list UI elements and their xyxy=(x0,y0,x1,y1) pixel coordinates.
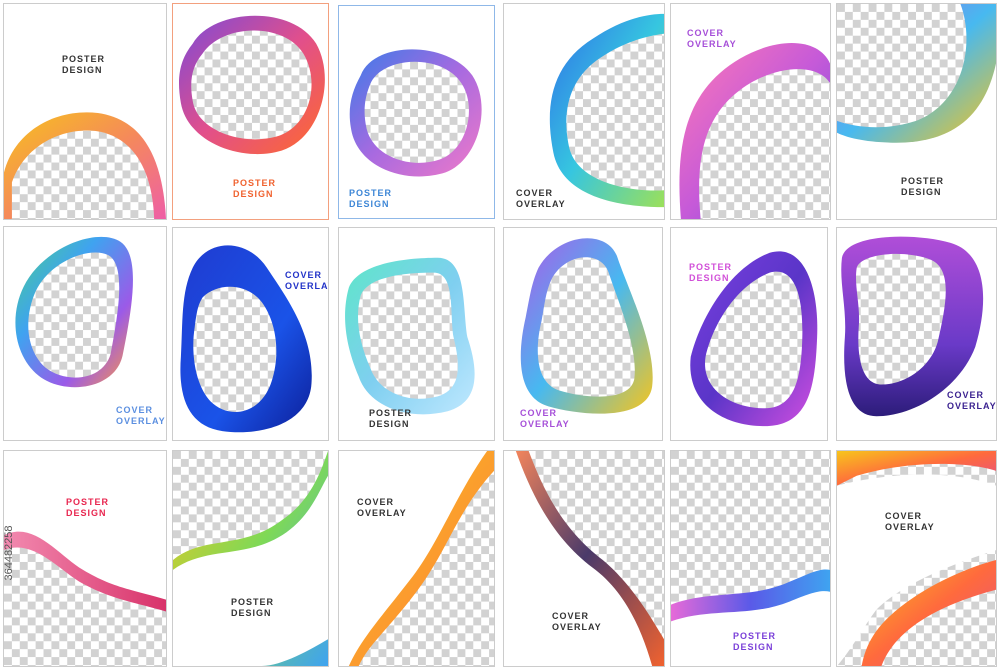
blob-artwork xyxy=(345,257,475,415)
poster-label: POSTER DESIGN xyxy=(231,597,275,618)
poster-card-3: POSTER DESIGN xyxy=(338,5,495,219)
cover-card-5: COVER OVERLAY xyxy=(670,3,831,220)
cover-card-12: COVER OVERLAY xyxy=(836,227,997,441)
poster-label: POSTER DESIGN xyxy=(233,178,277,199)
wave-artwork xyxy=(837,451,996,666)
stock-id-watermark: 364482258 xyxy=(2,440,16,666)
cover-card-4: COVER OVERLAY xyxy=(503,3,665,220)
wave-artwork xyxy=(671,451,830,666)
cover-card-18: COVER OVERLAY xyxy=(836,450,997,667)
cover-card-16: COVER OVERLAY xyxy=(503,450,665,667)
cover-card-10: COVER OVERLAY xyxy=(503,227,663,441)
poster-label: POSTER DESIGN xyxy=(62,54,106,75)
poster-card-13: POSTER DESIGN xyxy=(3,450,167,667)
poster-card-14: POSTER DESIGN xyxy=(172,450,329,667)
ring-artwork xyxy=(178,15,325,155)
poster-card-6: POSTER DESIGN xyxy=(836,3,997,220)
blob-artwork xyxy=(690,251,818,427)
poster-label: POSTER DESIGN xyxy=(733,631,777,652)
poster-card-17: POSTER DESIGN xyxy=(670,450,831,667)
poster-card-1: POSTER DESIGN xyxy=(3,3,167,220)
cover-card-15: COVER OVERLAY xyxy=(338,450,495,667)
blob-artwork xyxy=(841,236,984,417)
poster-card-2: POSTER DESIGN xyxy=(172,3,329,220)
poster-label: POSTER DESIGN xyxy=(901,176,945,197)
wave-artwork xyxy=(504,451,664,666)
cover-card-7: COVER OVERLAY xyxy=(3,226,167,441)
blob-artwork xyxy=(679,43,830,219)
wave-artwork xyxy=(339,451,494,666)
blob-artwork xyxy=(180,245,312,433)
blob-artwork xyxy=(4,112,166,219)
poster-label: POSTER DESIGN xyxy=(689,262,733,283)
blob-artwork xyxy=(15,236,133,388)
poster-label: POSTER DESIGN xyxy=(66,497,110,518)
poster-label: POSTER DESIGN xyxy=(369,408,413,429)
poster-card-9: POSTER DESIGN xyxy=(338,227,495,441)
stock-id-text: 364482258 xyxy=(3,525,15,581)
poster-label: POSTER DESIGN xyxy=(349,188,393,209)
blob-artwork xyxy=(520,238,653,414)
wave-artwork xyxy=(837,4,996,143)
ring-artwork xyxy=(349,49,482,177)
wave-artwork xyxy=(173,451,328,666)
poster-card-11: POSTER DESIGN xyxy=(670,227,828,441)
blob-artwork xyxy=(549,13,664,208)
wave-artwork xyxy=(4,531,166,666)
